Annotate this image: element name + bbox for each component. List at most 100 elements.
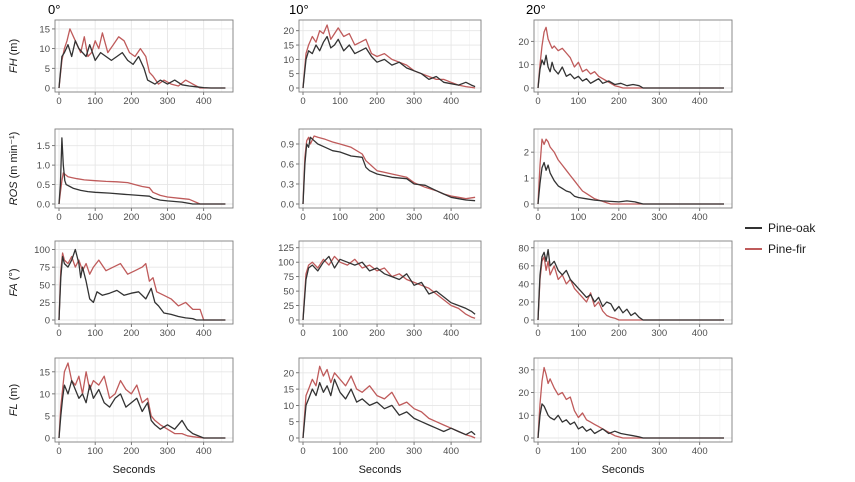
x-tick-label: 100 — [570, 212, 586, 223]
panel-border — [298, 19, 482, 93]
y-tick-label: 25 — [39, 298, 50, 309]
y-tick-label: 15 — [39, 24, 50, 35]
y-tick-label: 1 — [524, 174, 529, 185]
x-tick-label: 100 — [570, 96, 586, 107]
y-tick-label: 20 — [518, 388, 529, 399]
legend-label-pine-oak: Pine-oak — [768, 221, 816, 235]
x-tick-label: 300 — [160, 328, 176, 339]
x-tick-label: 0 — [535, 212, 540, 223]
y-tick-label: 0.6 — [281, 160, 294, 171]
x-axis-label: Seconds — [359, 464, 402, 476]
x-tick-label: 100 — [332, 446, 348, 457]
series-line-pine-fir — [58, 252, 226, 321]
x-tick-label: 0 — [300, 212, 305, 223]
x-tick-label: 0 — [535, 446, 540, 457]
panel-border — [533, 357, 733, 443]
y-tick-label: 100 — [34, 245, 50, 256]
series-line-pine-oak — [537, 403, 724, 439]
panel-background — [55, 358, 233, 442]
y-tick-label: 60 — [518, 261, 529, 272]
x-tick-label: 400 — [196, 328, 212, 339]
y-axis-label-variable: ROS — [8, 181, 20, 206]
series-line-pine-fir — [537, 26, 724, 89]
y-tick-label: 0 — [45, 434, 50, 445]
x-tick-label: 400 — [196, 446, 212, 457]
panel-background — [299, 241, 481, 324]
x-tick-label: 100 — [87, 212, 103, 223]
panel-border — [298, 128, 482, 209]
panel-ros-2: 0 100 200 300 400 0 1 2 — [524, 128, 733, 223]
y-tick-label: 125 — [278, 243, 294, 254]
panel-fl-2: 0 100 200 300 400 0 10 20 30 — [518, 357, 733, 457]
column-title: 20° — [526, 2, 546, 17]
y-tick-label: 0 — [524, 434, 529, 445]
x-tick-label: 200 — [123, 446, 139, 457]
y-tick-label: 30 — [518, 365, 529, 376]
y-tick-label: 0 — [45, 316, 50, 327]
series-line-pine-oak — [537, 248, 724, 321]
panel-border — [54, 240, 234, 325]
series-line-pine-oak — [302, 378, 476, 439]
x-tick-label: 200 — [123, 96, 139, 107]
panel-border — [533, 19, 733, 93]
x-tick-label: 100 — [570, 446, 586, 457]
column-title: 0° — [48, 2, 60, 17]
column-title: 10° — [289, 2, 309, 17]
series-line-pine-oak — [58, 379, 226, 439]
panel-border — [54, 128, 234, 209]
x-tick-label: 300 — [651, 328, 667, 339]
panel-background — [534, 241, 732, 324]
y-axis-label-units: (m) — [8, 39, 20, 59]
x-tick-label: 300 — [160, 212, 176, 223]
x-tick-label: 100 — [332, 328, 348, 339]
panel-border — [54, 357, 234, 443]
y-tick-label: 0 — [289, 84, 294, 95]
y-tick-label: 75 — [283, 272, 294, 283]
legend: Pine-oak Pine-fir — [745, 221, 816, 256]
y-tick-label: 80 — [518, 243, 529, 254]
x-tick-label: 200 — [369, 328, 385, 339]
y-tick-label: 1.5 — [37, 141, 50, 152]
x-tick-label: 300 — [406, 96, 422, 107]
y-axis-label-variable: FA — [8, 283, 20, 296]
y-tick-label: 0.5 — [37, 180, 50, 191]
panel-border — [54, 19, 234, 93]
x-tick-label: 100 — [332, 96, 348, 107]
y-tick-label: 100 — [278, 258, 294, 269]
x-tick-label: 0 — [300, 446, 305, 457]
y-tick-label: 2 — [524, 148, 529, 159]
x-tick-label: 0 — [56, 328, 61, 339]
panel-fh-1: 0 100 200 300 400 0 5 10 15 20 — [283, 19, 482, 107]
y-axis-label-units: (m min⁻¹) — [8, 132, 20, 182]
x-tick-label: 300 — [651, 96, 667, 107]
y-tick-label: 0 — [524, 84, 529, 95]
x-tick-label: 100 — [87, 328, 103, 339]
panel-fl-1: 0 100 200 300 400 0 5 10 15 20 — [283, 357, 482, 457]
panel-border — [298, 357, 482, 443]
series-line-pine-fir — [537, 138, 724, 205]
y-tick-label: 0 — [45, 84, 50, 95]
x-tick-label: 200 — [369, 96, 385, 107]
y-tick-label: 20 — [518, 37, 529, 48]
panel-background — [534, 358, 732, 442]
x-tick-label: 400 — [443, 212, 459, 223]
y-tick-label: 5 — [289, 69, 294, 80]
panel-background — [55, 241, 233, 324]
x-tick-label: 100 — [87, 446, 103, 457]
x-tick-label: 300 — [406, 446, 422, 457]
y-tick-label: 50 — [39, 280, 50, 291]
x-tick-label: 0 — [56, 446, 61, 457]
y-axis-label: FA (°) — [8, 268, 20, 296]
y-tick-label: 40 — [518, 279, 529, 290]
x-tick-label: 400 — [692, 96, 708, 107]
y-axis-label-variable: FL — [8, 403, 20, 416]
x-tick-label: 400 — [692, 328, 708, 339]
y-tick-label: 0 — [289, 316, 294, 327]
legend-label-pine-fir: Pine-fir — [768, 242, 806, 256]
series-line-pine-fir — [302, 255, 476, 321]
y-axis-label-units: (m) — [8, 384, 20, 404]
x-tick-label: 200 — [369, 212, 385, 223]
y-tick-label: 0 — [524, 316, 529, 327]
y-tick-label: 15 — [39, 367, 50, 378]
series-line-pine-oak — [302, 136, 476, 205]
